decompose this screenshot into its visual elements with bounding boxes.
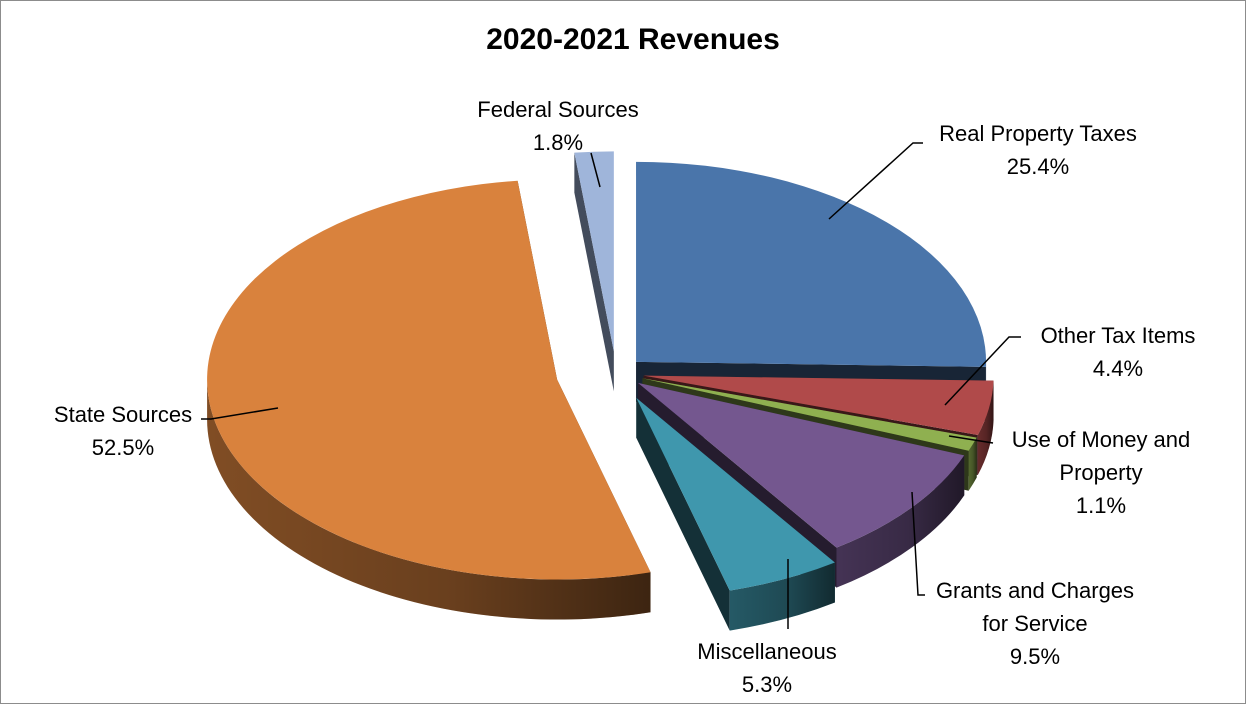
label-real-property-taxes: Real Property Taxes 25.4%	[939, 121, 1137, 179]
label-line: Miscellaneous	[697, 639, 836, 664]
leader-grants-and-charges-for-service	[911, 491, 925, 596]
slice-top-other-tax-items	[643, 375, 994, 436]
label-line: Other Tax Items	[1041, 323, 1196, 348]
slice-wall-miscellaneous-1	[636, 397, 730, 631]
slice-miscellaneous	[636, 397, 835, 631]
slice-side-shade-state-sources-0	[207, 379, 651, 620]
slice-side-shade-other-tax-items-0	[977, 380, 994, 476]
label-line: Grants and Charges	[936, 578, 1134, 603]
label-federal-sources: Federal Sources 1.8%	[477, 97, 638, 155]
label-use-of-money-and-property: Use of Money and Property 1.1%	[1012, 427, 1191, 518]
label-line: Property	[1059, 460, 1142, 485]
leader-lines	[201, 142, 1021, 629]
slice-top-real-property-taxes	[636, 161, 987, 367]
label-line: State Sources	[54, 402, 192, 427]
slice-state-sources	[207, 180, 651, 620]
label-grants-and-charges-for-service: Grants and Charges for Service 9.5%	[936, 578, 1134, 669]
slice-wall-federal-sources-0	[574, 152, 614, 392]
label-state-sources: State Sources 52.5%	[54, 402, 192, 460]
slice-real-property-taxes	[636, 161, 987, 407]
leader-other-tax-items	[944, 336, 1021, 406]
slice-top-miscellaneous	[636, 397, 835, 591]
label-line: 25.4%	[1007, 154, 1069, 179]
leader-federal-sources	[590, 152, 601, 188]
slice-federal-sources	[574, 151, 614, 392]
pie-slices	[207, 151, 994, 631]
slice-side-shade-grants-and-charges-for-service-0	[836, 455, 965, 588]
slice-labels: Real Property Taxes 25.4% Other Tax Items 4…	[54, 97, 1196, 697]
slice-top-state-sources	[207, 180, 651, 580]
leader-real-property-taxes	[828, 142, 923, 220]
chart-title: 2020-2021 Revenues	[486, 23, 780, 56]
label-line: for Service	[982, 611, 1087, 636]
label-line: 4.4%	[1093, 356, 1143, 381]
slice-top-use-of-money-and-property	[642, 378, 977, 451]
label-miscellaneous: Miscellaneous 5.3%	[697, 639, 836, 697]
label-line: 52.5%	[92, 435, 154, 460]
label-line: 5.3%	[742, 672, 792, 697]
label-line: 9.5%	[1010, 644, 1060, 669]
label-line: 1.8%	[533, 130, 583, 155]
label-line: Real Property Taxes	[939, 121, 1137, 146]
leader-use-of-money-and-property	[948, 435, 994, 444]
label-line: 1.1%	[1076, 493, 1126, 518]
label-line: Use of Money and	[1012, 427, 1191, 452]
slice-side-shade-use-of-money-and-property-0	[968, 437, 977, 491]
slice-side-shade-miscellaneous-0	[729, 562, 835, 631]
slice-top-federal-sources	[574, 151, 614, 352]
label-other-tax-items: Other Tax Items 4.4%	[1041, 323, 1196, 381]
label-line: Federal Sources	[477, 97, 638, 122]
leader-state-sources	[201, 407, 279, 420]
slice-top-grants-and-charges-for-service	[637, 382, 965, 548]
